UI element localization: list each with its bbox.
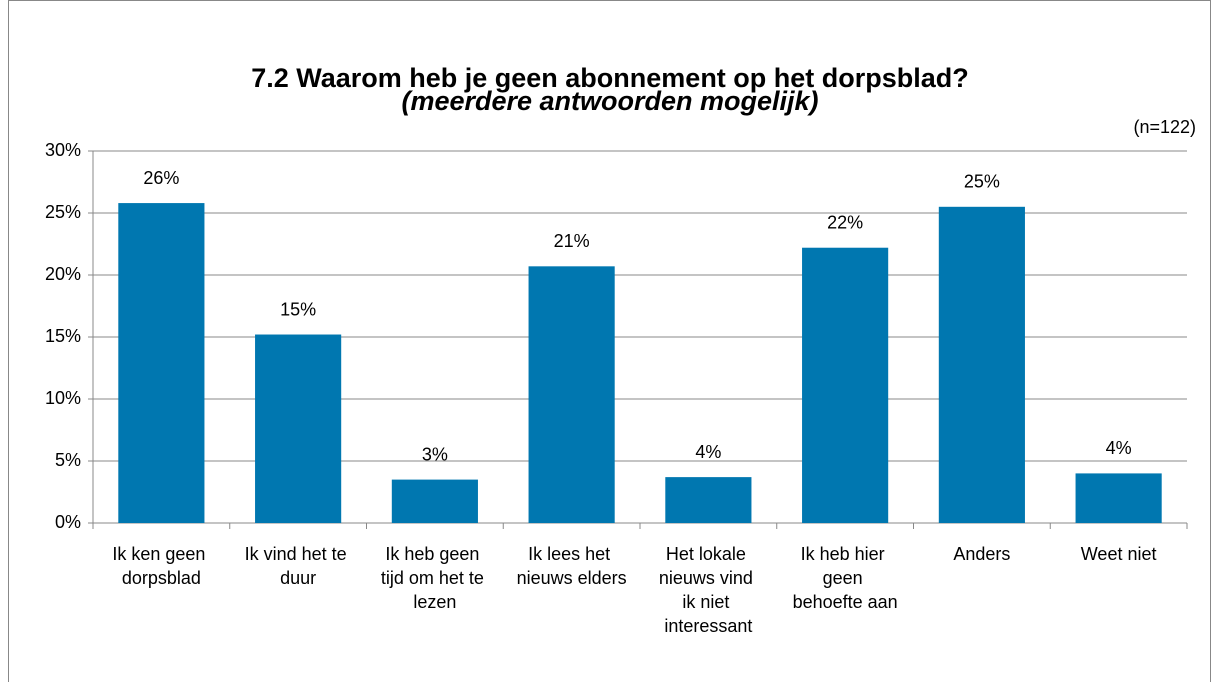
- x-tick-label: Ik ken geen dorpsblad: [112, 544, 210, 588]
- bar: [255, 334, 342, 523]
- bar: [118, 203, 205, 523]
- sample-size: (n=122): [1133, 117, 1196, 137]
- chart-subtitle: (meerdere antwoorden mogelijk): [401, 86, 818, 116]
- y-tick-label: 25%: [45, 202, 81, 222]
- chart-title: 7.2 Waarom heb je geen abonnement op het…: [251, 63, 969, 93]
- data-label: 21%: [554, 231, 590, 251]
- y-tick-label: 30%: [45, 140, 81, 160]
- x-tick-label: Ik heb geen tijd om het te lezen: [381, 544, 489, 612]
- data-label: 4%: [695, 442, 721, 462]
- data-label: 3%: [422, 444, 448, 464]
- x-tick-label: Ik vind het te duur: [245, 544, 352, 588]
- y-tick-label: 5%: [55, 450, 81, 470]
- x-tick-label: Ik lees het nieuws elders: [517, 544, 627, 588]
- data-label: 25%: [964, 172, 1000, 192]
- y-tick-label: 15%: [45, 326, 81, 346]
- y-tick-label: 0%: [55, 512, 81, 532]
- bar: [802, 247, 889, 523]
- x-tick-label: Weet niet: [1081, 544, 1157, 564]
- data-label: 26%: [143, 168, 179, 188]
- x-tick-label: Het lokale nieuws vind ik niet interessa…: [659, 544, 758, 636]
- bar: [1075, 473, 1162, 523]
- y-tick-label: 10%: [45, 388, 81, 408]
- x-tick-label: Ik heb hier geen behoefte aan: [793, 544, 898, 612]
- bar: [391, 479, 478, 523]
- data-label: 15%: [280, 299, 316, 319]
- bar: [665, 477, 752, 523]
- bar: [528, 266, 615, 523]
- data-label: 4%: [1106, 438, 1132, 458]
- y-tick-label: 20%: [45, 264, 81, 284]
- data-label: 22%: [827, 212, 863, 232]
- bar: [938, 206, 1025, 524]
- x-tick-label: Anders: [953, 544, 1010, 564]
